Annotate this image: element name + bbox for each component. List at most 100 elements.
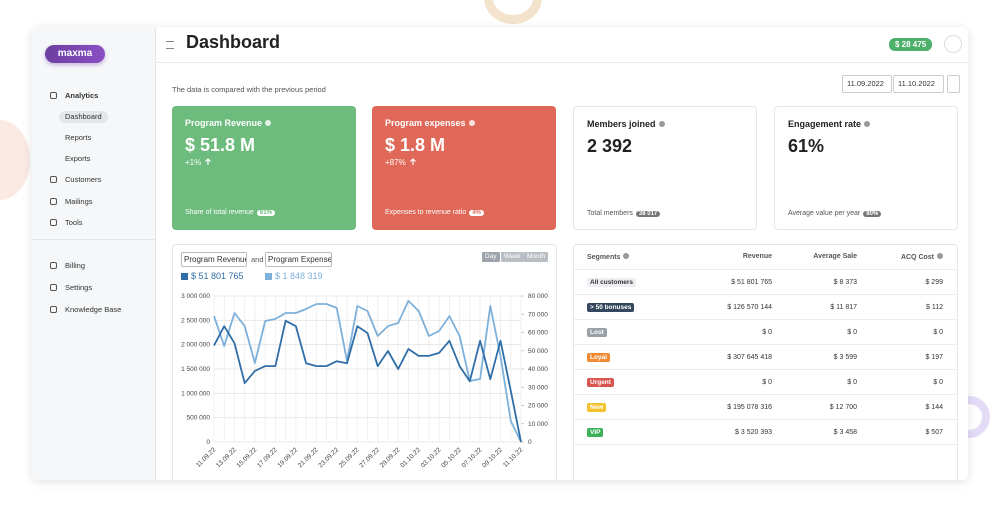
segment-badge[interactable]: Urgent (587, 378, 614, 387)
table-cell: $ 0 (847, 379, 857, 386)
kpi-card: Members joined 2 392 Total members 38 017 (573, 106, 757, 230)
nav-subitem[interactable]: Dashboard (59, 111, 108, 123)
app-window: maxma Analytics Dashboard Reports Exports Cu… (32, 27, 968, 480)
date-to[interactable]: 11.10.2022 (893, 75, 944, 93)
card-footer: Expenses to revenue ratio 4% (385, 209, 484, 216)
nav-icon (50, 219, 57, 226)
segment-badge[interactable]: Lost (587, 328, 607, 337)
x-tick-label: 11.10.22 (502, 446, 525, 469)
card-title: Program expenses (385, 118, 475, 128)
nav-icon (50, 262, 57, 269)
table-cell: $ 144 (925, 404, 943, 411)
balance[interactable]: $ 28 475 (889, 38, 933, 51)
nav-item[interactable]: Settings (65, 283, 93, 292)
card-value: 2 392 (587, 136, 633, 156)
period-button[interactable]: Day (482, 252, 500, 262)
nav-icon (50, 198, 57, 205)
nav-icon (50, 92, 57, 99)
card-title: Engagement rate (788, 119, 871, 129)
card-footer: Share of total revenue 61% (185, 209, 275, 216)
table-cell: $ 3 458 (833, 429, 857, 436)
column-header: Revenue (742, 253, 772, 260)
footer-badge: 80% (863, 211, 882, 217)
nav-item[interactable]: Analytics (65, 91, 99, 100)
card-value: 61% (788, 136, 825, 156)
logo[interactable]: maxma (45, 45, 105, 63)
nav-subitem[interactable]: Reports (65, 133, 92, 142)
period-button[interactable]: Month (524, 252, 549, 262)
joiner: and (251, 255, 264, 264)
header-line (156, 62, 968, 63)
table-cell: $ 0 (933, 329, 943, 336)
footer-badge: 4% (469, 210, 484, 216)
y2-tick-label: 20 000 (528, 403, 548, 410)
help-icon (623, 253, 630, 259)
nav-item[interactable]: Mailings (65, 197, 93, 206)
segment-badge[interactable]: > 50 bonuses (587, 303, 635, 312)
y2-tick-label: 70 000 (528, 311, 548, 318)
collapse-icon (166, 41, 174, 49)
y2-tick-label: 30 000 (528, 384, 548, 391)
help-icon (265, 120, 272, 126)
table-cell: $ 12 700 (829, 404, 857, 411)
footer-badge: 38 017 (635, 211, 661, 217)
nav-item[interactable]: Customers (65, 175, 102, 184)
y2-tick-label: 80 000 (528, 293, 548, 300)
row-divider (574, 344, 959, 345)
footer-label: Average value per year (788, 210, 861, 217)
table-cell: $ 507 (925, 429, 943, 436)
row-divider (574, 419, 959, 420)
row-divider (574, 294, 959, 295)
period-button[interactable]: Week (501, 252, 524, 262)
help-icon (937, 253, 943, 259)
card-value: $ 1.8 M (385, 135, 446, 155)
x-tick-label: 29.09.22 (379, 446, 402, 469)
table-cell: $ 307 645 418 (727, 354, 772, 361)
chart: 0 500 000 1 000 000 1 500 000 2 000 000 2 500… (181, 293, 548, 469)
card-footer: Total members 38 017 (587, 210, 661, 217)
legend-label: $ 1 848 319 (275, 271, 323, 281)
table-cell: $ 51 801 765 (731, 279, 772, 286)
metric-select[interactable]: Program Revenue (181, 252, 247, 267)
row-divider (574, 319, 959, 320)
segment-badge[interactable]: Loyal (587, 353, 610, 362)
up-arrow (409, 158, 416, 165)
y2-tick-label: 40 000 (528, 366, 548, 373)
nav-item[interactable]: Tools (65, 218, 83, 227)
table-cell: $ 112 (926, 304, 943, 311)
add-button[interactable] (944, 35, 962, 53)
segments-panel: Segments Revenue Average Sale ACQ Cost All c… (573, 244, 959, 480)
segment-badge[interactable]: New (587, 403, 607, 412)
separator (32, 239, 155, 240)
y-tick-label: 1 500 000 (181, 366, 210, 373)
y2-tick-label: 60 000 (528, 330, 548, 337)
nav-subitem[interactable]: Exports (65, 154, 91, 163)
x-tick-label: 01.10.22 (399, 446, 422, 469)
segment-badge[interactable]: All customers (587, 278, 636, 287)
date-dropdown[interactable] (947, 75, 960, 93)
y-tick-label: 500 000 (187, 415, 211, 422)
x-tick-label: 09.10.22 (481, 446, 504, 469)
x-tick-label: 19.09.22 (276, 446, 299, 469)
y-tick-label: 0 (206, 439, 210, 446)
y2-tick-label: 50 000 (528, 348, 548, 355)
table-cell: $ 0 (933, 379, 943, 386)
y-tick-label: 2 500 000 (181, 317, 210, 324)
footer-badge: 61% (256, 210, 275, 216)
table-cell: $ 299 (925, 279, 943, 286)
metric-select[interactable]: Program Expenses (265, 252, 332, 267)
period-note: The data is compared with the previous p… (172, 85, 326, 94)
legend-swatch (181, 273, 188, 280)
date-from[interactable]: 11.09.2022 (842, 75, 892, 93)
nav-item[interactable]: Billing (65, 261, 86, 270)
row-divider (574, 369, 959, 370)
footer-label: Share of total revenue (185, 209, 254, 216)
table-cell: $ 3 599 (833, 354, 857, 361)
table-cell: $ 0 (762, 379, 772, 386)
nav-item[interactable]: Knowledge Base (65, 305, 122, 314)
kpi-card: Engagement rate 61% Average value per year… (774, 106, 958, 230)
card-footer: Average value per year 80% (788, 210, 882, 217)
segment-badge[interactable]: VIP (587, 428, 604, 437)
x-tick-label: 21.09.22 (297, 446, 320, 469)
y-tick-label: 1 000 000 (181, 390, 210, 397)
